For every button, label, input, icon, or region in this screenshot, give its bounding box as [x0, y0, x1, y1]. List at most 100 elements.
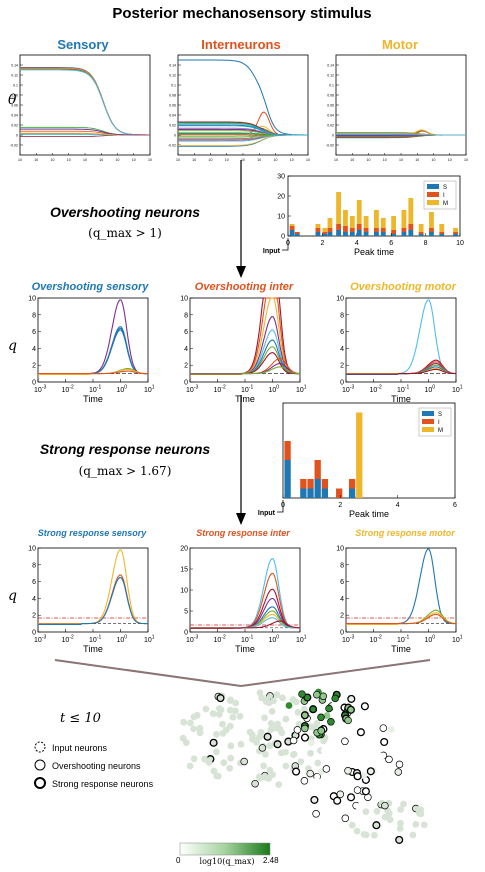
neuron-node: [360, 772, 367, 779]
y-tick-label: 0: [32, 380, 36, 387]
colorbar-min: 0: [176, 856, 181, 865]
neuron-node: [329, 733, 336, 741]
q-axis-label-row2: q: [8, 338, 17, 354]
y-tick-label: 4: [32, 346, 36, 353]
neuron-node: [386, 771, 394, 779]
y-tick-label: 0.08: [169, 94, 176, 98]
y-tick-label: 0.12: [169, 74, 176, 78]
y-tick-label: 0.08: [11, 94, 18, 98]
histogram-bar-m: [363, 216, 369, 228]
neuron-node: [312, 810, 320, 818]
theta-panel-1: -0.02 0 0.02 0.04 0.06 0.08 0.1 0.12 0.14 10 10 10 1…: [168, 54, 310, 162]
neuron-node: [232, 699, 240, 707]
axes-box: [335, 54, 467, 156]
x-tick-label: 10: [18, 158, 22, 162]
neuron-node: [282, 715, 290, 723]
neuron-node: [368, 806, 376, 813]
q-series: [190, 620, 301, 629]
panel-title-interneurons: Interneurons: [201, 37, 280, 52]
neuron-node: [300, 777, 309, 785]
neuron-node: [279, 694, 286, 702]
neuron-node: [367, 757, 375, 765]
histogram-bar-s: [314, 479, 321, 498]
y-tick-label: 0.14: [11, 64, 18, 68]
histogram-bar-i: [314, 460, 321, 479]
panel-title-overshooting-sensory: Overshooting sensory: [32, 281, 150, 293]
histogram-bar-s: [453, 234, 458, 236]
y-tick-label: 8: [340, 312, 344, 319]
histogram-bar-i: [300, 479, 307, 489]
neuron-node: [267, 720, 275, 727]
histogram-bar-s: [391, 234, 397, 236]
neuron-node: [220, 759, 228, 767]
y-tick-label: 5: [184, 609, 188, 616]
histogram-bar-i: [315, 228, 321, 232]
histogram-bar-m: [374, 210, 379, 228]
neuron-node: [336, 790, 345, 799]
x-tick-label: 6: [389, 240, 393, 247]
histogram-bar-i: [321, 479, 329, 489]
neuron-node: [386, 750, 394, 758]
y-tick-label: 15: [180, 567, 188, 574]
x-tick-label: 10: [34, 158, 38, 162]
histogram-bar-i: [284, 441, 291, 460]
histogram-bar-s: [307, 488, 314, 498]
legend-swatch-m: [422, 427, 434, 432]
y-tick-label: -0.02: [168, 144, 176, 148]
neuron-node: [331, 808, 338, 816]
x-tick-label: 10: [432, 158, 436, 162]
neuron-node: [273, 691, 281, 699]
y-tick-label: 0: [281, 234, 285, 241]
neuron-node: [256, 774, 264, 782]
x-tick-label: 10: [306, 158, 310, 162]
histogram-bar-s: [363, 232, 369, 236]
histogram-bar-i: [327, 228, 333, 232]
neuron-node: [395, 835, 404, 844]
neuron-node: [251, 779, 259, 788]
x-tick-label: 2: [338, 502, 342, 509]
strong-heading: Strong response neurons: [40, 441, 211, 457]
y-tick-label: 10: [277, 214, 285, 221]
panel-title-overshooting-motor: Overshooting motor: [350, 281, 456, 293]
histogram-xlabel: Peak time: [354, 247, 394, 257]
histogram-bar-s: [322, 234, 328, 236]
histogram-bar-m: [453, 228, 458, 232]
flow-arrow-1-head: [236, 266, 246, 278]
x-tick-label: 10-3: [186, 635, 198, 645]
neuron-node: [348, 821, 356, 829]
y-tick-label: 4: [340, 596, 344, 603]
neuron-network: [179, 688, 428, 844]
neuron-node: [227, 696, 235, 704]
neuron-node: [322, 765, 331, 773]
x-tick-label: 100: [425, 385, 436, 395]
histogram-bar-i: [391, 230, 397, 234]
neuron-node: [341, 814, 350, 823]
neuron-node: [380, 737, 389, 747]
neuron-node: [301, 724, 309, 733]
theta-panel-0: -0.02 0 0.02 0.04 0.06 0.08 0.1 0.12 0.14 10 10 10 1…: [10, 54, 152, 162]
neuron-node: [258, 744, 267, 752]
histogram-bar-i: [380, 228, 386, 232]
neuron-node: [263, 732, 272, 741]
histogram-bar-s: [380, 232, 386, 236]
y-tick-label: 0.04: [327, 114, 334, 118]
histogram-bar-s: [408, 230, 414, 236]
neuron-node: [190, 713, 198, 721]
neuron-node: [355, 803, 362, 811]
x-tick-label: 100: [425, 635, 436, 645]
neuron-node: [317, 713, 325, 722]
legend-label-s: S: [438, 412, 442, 418]
neuron-node: [236, 712, 244, 720]
x-tick-label: 10: [274, 158, 278, 162]
legend-swatch-m: [427, 200, 439, 205]
neuron-node: [379, 724, 388, 732]
q-panel-0: 0 2 4 6 8 10 10-3 10-2 10-1 100 101 Time: [28, 546, 155, 655]
neuron-node: [366, 744, 374, 752]
neuron-node: [187, 719, 194, 727]
y-tick-label: 20: [180, 546, 188, 553]
theta-series: [20, 69, 150, 136]
histogram-bar-s: [289, 230, 295, 236]
neuron-node: [332, 710, 339, 718]
